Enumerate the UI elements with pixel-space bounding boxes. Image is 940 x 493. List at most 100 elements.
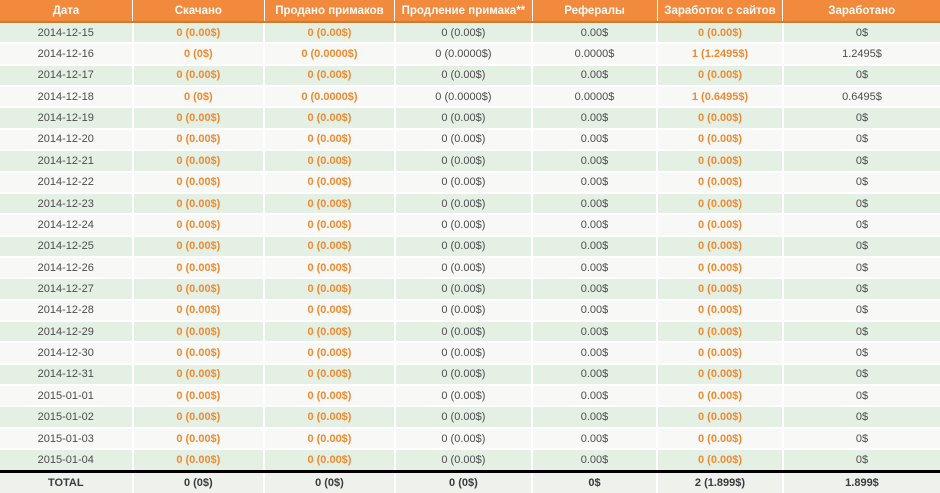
cell-primak-renewal: 0 (0.00$) (393, 234, 533, 257)
total-label: TOTAL (0, 470, 133, 493)
cell-downloaded: 0 (0.00$) (131, 213, 265, 236)
cell-date: 2014-12-17 (0, 63, 133, 87)
cell-earned: 0$ (781, 298, 940, 322)
column-header-date: Дата (0, 0, 133, 23)
cell-downloaded: 0 (0.00$) (131, 149, 265, 172)
cell-date: 2014-12-16 (0, 42, 133, 65)
table-row: 2014-12-16 0 (0$) 0 (0.0000$) 0 (0.0000$) 0.… (0, 42, 940, 65)
table-row: 2014-12-29 0 (0.00$) 0 (0.00$) 0 (0.00$) 0.0… (0, 320, 940, 343)
cell-referrals: 0.00$ (531, 384, 658, 407)
total-cell-site-earnings: 2 (1.899$) (656, 470, 783, 493)
cell-downloaded: 0 (0.00$) (131, 22, 265, 44)
cell-primaks-sold: 0 (0.00$) (263, 191, 395, 215)
cell-downloaded: 0 (0.00$) (131, 384, 265, 407)
total-cell-primaks-sold: 0 (0$) (263, 470, 395, 493)
cell-primak-renewal: 0 (0.00$) (393, 213, 533, 236)
cell-primaks-sold: 0 (0.00$) (263, 362, 395, 386)
table-row: 2014-12-18 0 (0$) 0 (0.0000$) 0 (0.0000$) 0.… (0, 85, 940, 108)
cell-earned: 0$ (781, 405, 940, 428)
cell-date: 2014-12-28 (0, 298, 133, 322)
table-row: 2015-01-02 0 (0.00$) 0 (0.00$) 0 (0.00$) 0.0… (0, 405, 940, 428)
cell-date: 2015-01-01 (0, 384, 133, 407)
cell-primak-renewal: 0 (0.00$) (393, 22, 533, 44)
cell-primaks-sold: 0 (0.00$) (263, 405, 395, 428)
cell-primak-renewal: 0 (0.00$) (393, 320, 533, 343)
cell-earned: 0$ (781, 213, 940, 236)
cell-earned: 0$ (781, 362, 940, 386)
cell-primaks-sold: 0 (0.00$) (263, 320, 395, 343)
cell-primaks-sold: 0 (0.00$) (263, 298, 395, 322)
table-row: 2014-12-15 0 (0.00$) 0 (0.00$) 0 (0.00$) 0.0… (0, 22, 940, 44)
cell-referrals: 0.0000$ (531, 85, 658, 108)
cell-downloaded: 0 (0.00$) (131, 127, 265, 151)
cell-earned: 0$ (781, 426, 940, 450)
table-row: 2014-12-28 0 (0.00$) 0 (0.00$) 0 (0.00$) 0.0… (0, 298, 940, 322)
column-header-primak-renewal: Продление примака** (394, 0, 533, 23)
cell-date: 2015-01-04 (0, 448, 133, 472)
cell-date: 2014-12-21 (0, 149, 133, 172)
cell-downloaded: 0 (0.00$) (131, 405, 265, 428)
cell-referrals: 0.00$ (531, 426, 658, 450)
cell-referrals: 0.00$ (531, 234, 658, 257)
cell-primak-renewal: 0 (0.00$) (393, 298, 533, 322)
cell-referrals: 0.00$ (531, 63, 658, 87)
cell-primaks-sold: 0 (0.00$) (263, 170, 395, 193)
table-row: 2014-12-25 0 (0.00$) 0 (0.00$) 0 (0.00$) 0.0… (0, 234, 940, 257)
total-row: TOTAL 0 (0$) 0 (0$) 0 (0$) 0$ 2 (1.899$)… (0, 470, 940, 493)
cell-earned: 0.6495$ (781, 85, 940, 108)
cell-site-earnings: 0 (0.00$) (656, 234, 783, 257)
cell-earned: 0$ (781, 191, 940, 215)
table-header: Дата Скачано Продано примаков Продление … (0, 0, 940, 23)
cell-referrals: 0.00$ (531, 170, 658, 193)
cell-primaks-sold: 0 (0.00$) (263, 384, 395, 407)
table-row: 2014-12-24 0 (0.00$) 0 (0.00$) 0 (0.00$) 0.0… (0, 213, 940, 236)
cell-earned: 1.2495$ (781, 42, 940, 65)
total-cell-referrals: 0$ (531, 470, 658, 493)
cell-site-earnings: 0 (0.00$) (656, 405, 783, 428)
cell-primak-renewal: 0 (0.00$) (393, 63, 533, 87)
cell-referrals: 0.0000$ (531, 42, 658, 65)
cell-primaks-sold: 0 (0.0000$) (263, 85, 395, 108)
table-row: 2015-01-04 0 (0.00$) 0 (0.00$) 0 (0.00$) 0.0… (0, 448, 940, 472)
cell-earned: 0$ (781, 255, 940, 279)
cell-site-earnings: 0 (0.00$) (656, 191, 783, 215)
cell-site-earnings: 0 (0.00$) (656, 170, 783, 193)
cell-site-earnings: 0 (0.00$) (656, 426, 783, 450)
cell-referrals: 0.00$ (531, 191, 658, 215)
cell-primak-renewal: 0 (0.00$) (393, 448, 533, 472)
cell-primaks-sold: 0 (0.00$) (263, 213, 395, 236)
column-header-earned: Заработано (782, 0, 940, 23)
header-row: Дата Скачано Продано примаков Продление … (0, 0, 940, 23)
cell-date: 2014-12-26 (0, 255, 133, 279)
table-row: 2014-12-27 0 (0.00$) 0 (0.00$) 0 (0.00$) 0.0… (0, 277, 940, 300)
table-row: 2015-01-01 0 (0.00$) 0 (0.00$) 0 (0.00$) 0.0… (0, 384, 940, 407)
table-row: 2014-12-23 0 (0.00$) 0 (0.00$) 0 (0.00$) 0.0… (0, 191, 940, 215)
cell-primak-renewal: 0 (0.00$) (393, 362, 533, 386)
table-footer: TOTAL 0 (0$) 0 (0$) 0 (0$) 0$ 2 (1.899$)… (0, 470, 940, 493)
table-body: 2014-12-15 0 (0.00$) 0 (0.00$) 0 (0.00$) 0.0… (0, 22, 940, 472)
cell-primak-renewal: 0 (0.0000$) (393, 42, 533, 65)
table-row: 2014-12-19 0 (0.00$) 0 (0.00$) 0 (0.00$) 0.0… (0, 106, 940, 129)
cell-referrals: 0.00$ (531, 298, 658, 322)
cell-primak-renewal: 0 (0.00$) (393, 384, 533, 407)
cell-site-earnings: 0 (0.00$) (656, 213, 783, 236)
cell-primaks-sold: 0 (0.00$) (263, 341, 395, 364)
cell-referrals: 0.00$ (531, 255, 658, 279)
cell-date: 2014-12-31 (0, 362, 133, 386)
cell-downloaded: 0 (0.00$) (131, 106, 265, 129)
cell-primaks-sold: 0 (0.00$) (263, 277, 395, 300)
cell-primak-renewal: 0 (0.00$) (393, 191, 533, 215)
cell-downloaded: 0 (0.00$) (131, 426, 265, 450)
cell-earned: 0$ (781, 448, 940, 472)
column-header-primaks-sold: Продано примаков (263, 0, 395, 23)
cell-site-earnings: 0 (0.00$) (656, 106, 783, 129)
cell-primaks-sold: 0 (0.00$) (263, 448, 395, 472)
cell-site-earnings: 0 (0.00$) (656, 277, 783, 300)
cell-earned: 0$ (781, 149, 940, 172)
cell-referrals: 0.00$ (531, 213, 658, 236)
cell-site-earnings: 0 (0.00$) (656, 362, 783, 386)
cell-site-earnings: 0 (0.00$) (656, 320, 783, 343)
table-row: 2014-12-21 0 (0.00$) 0 (0.00$) 0 (0.00$) 0.0… (0, 149, 940, 172)
cell-downloaded: 0 (0.00$) (131, 341, 265, 364)
